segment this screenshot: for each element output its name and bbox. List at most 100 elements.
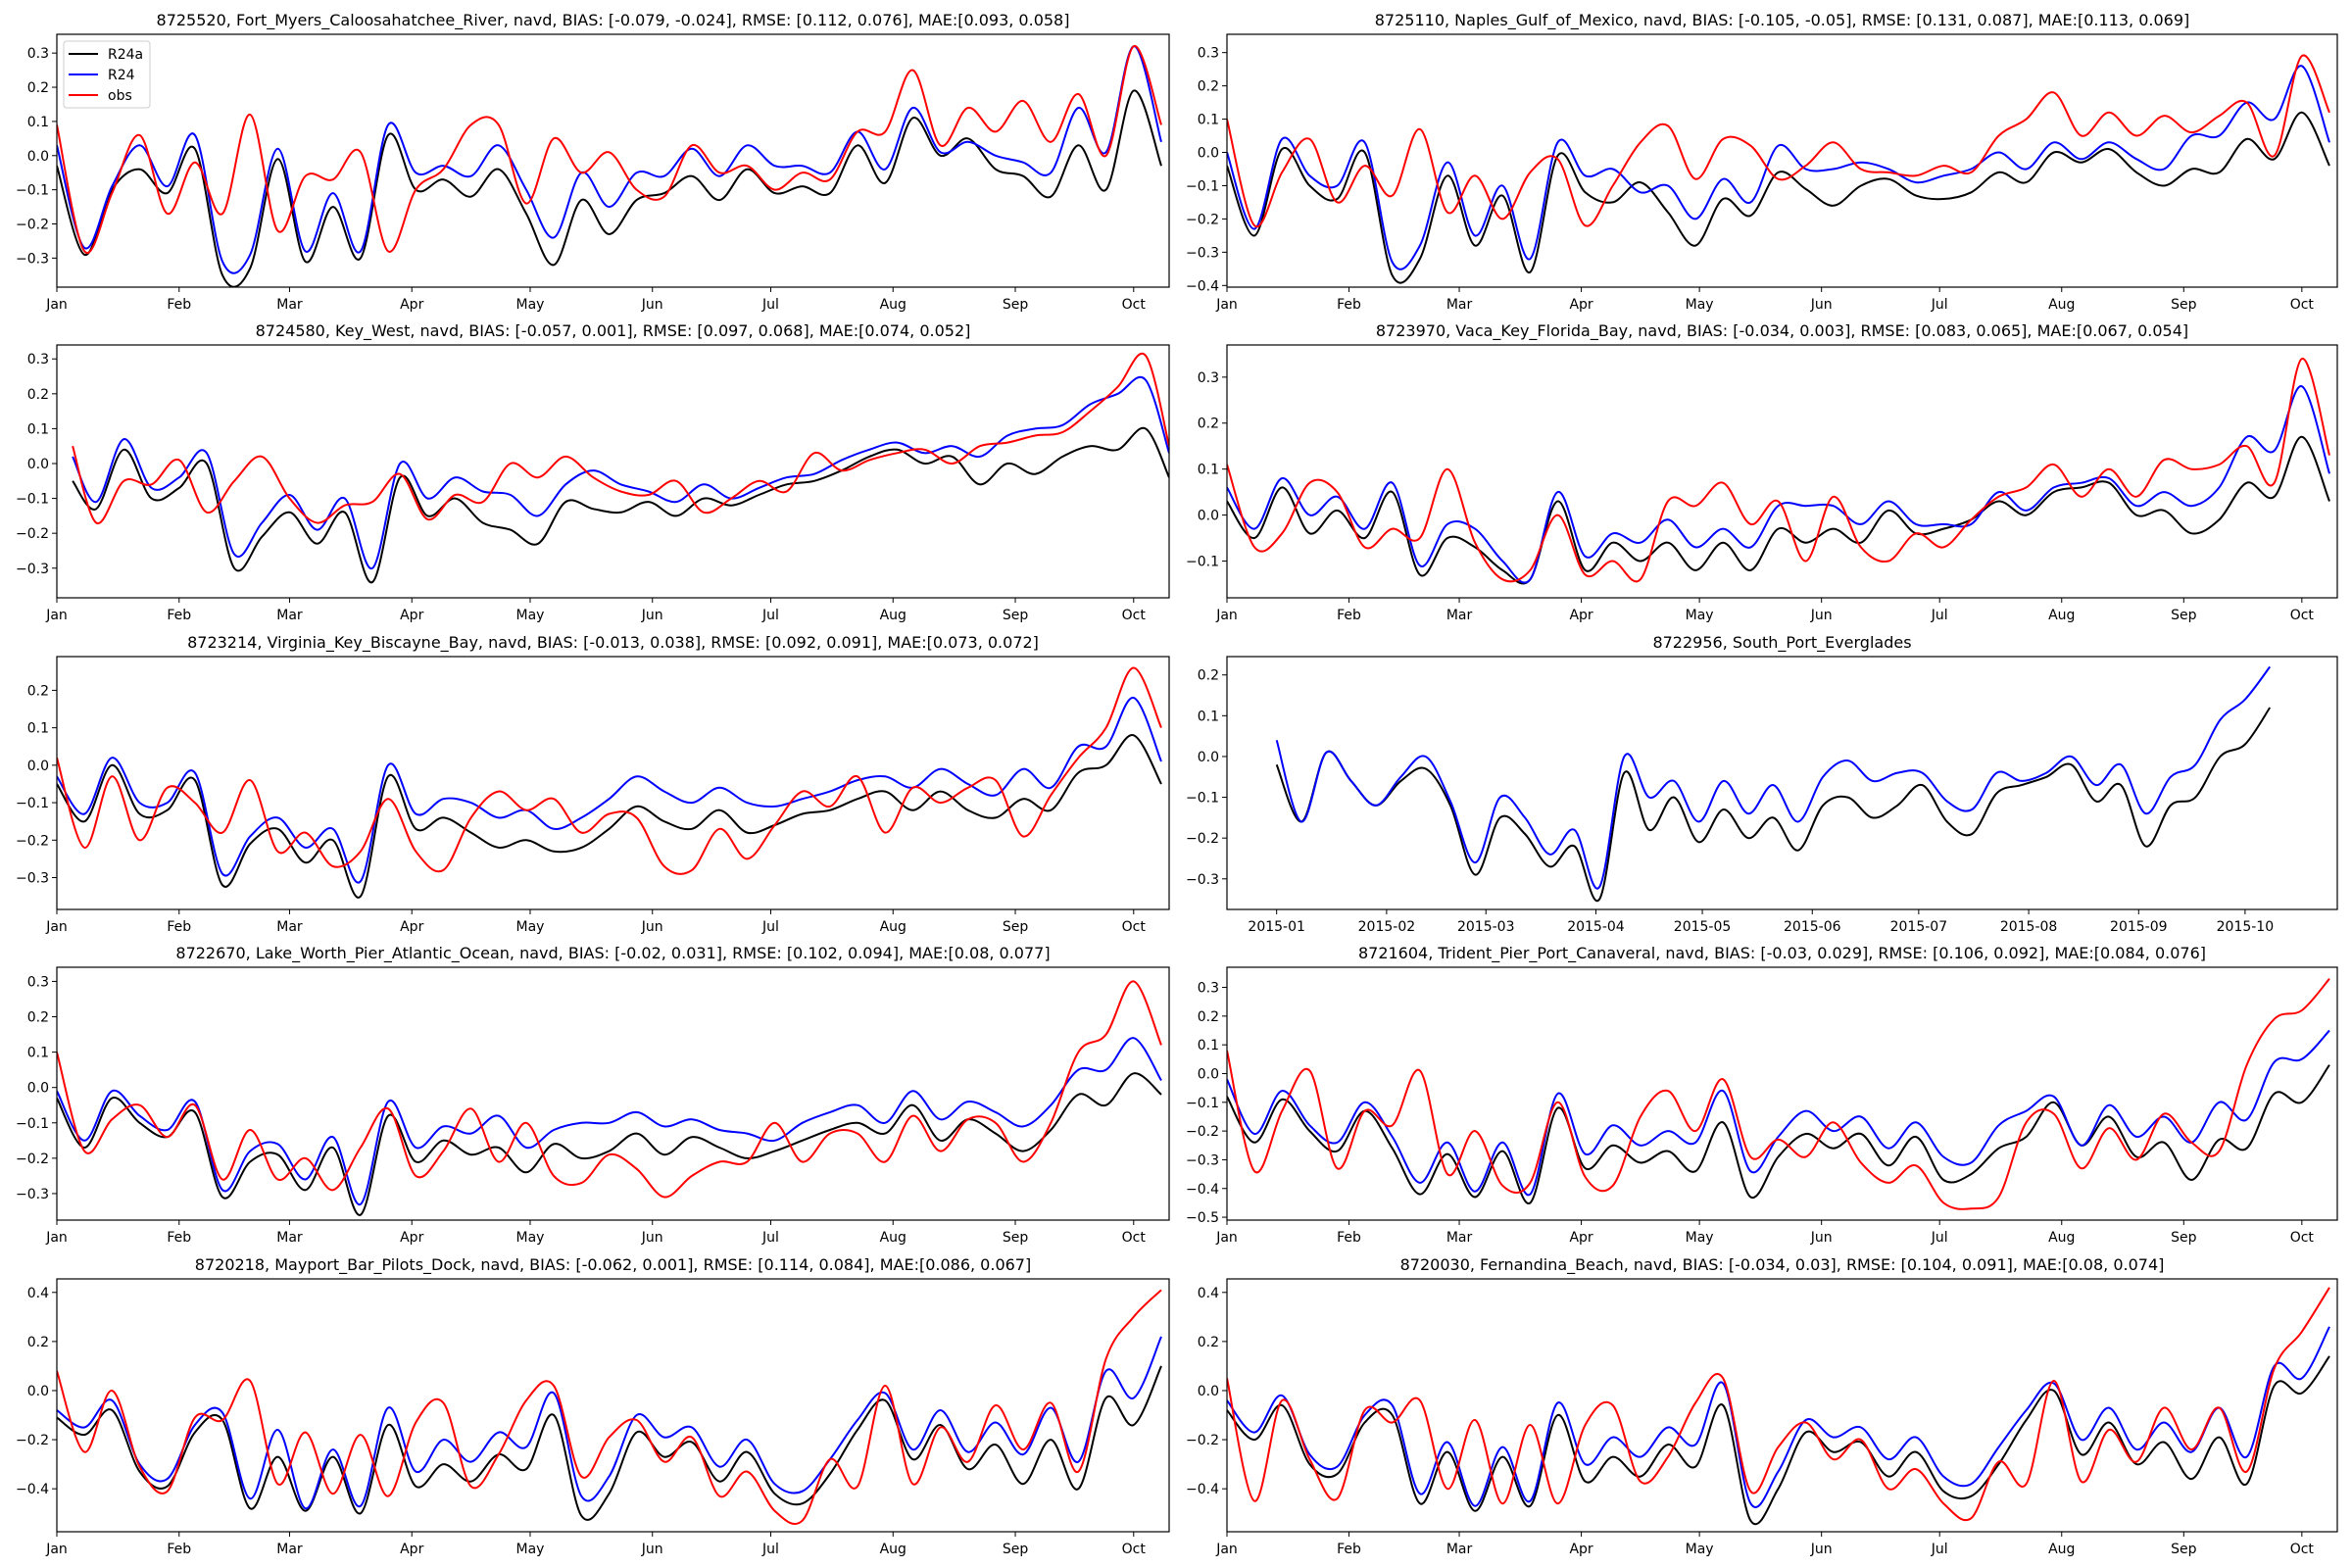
x-tick-label: Jan <box>45 1542 68 1557</box>
x-tick-label: Apr <box>1569 297 1592 313</box>
y-tick-label: 0.3 <box>27 974 49 990</box>
x-tick-label: Mar <box>1446 297 1473 313</box>
y-tick-label: −0.2 <box>16 1433 49 1448</box>
x-tick-label: 2015-06 <box>1784 919 1841 935</box>
y-tick-label: −0.3 <box>16 871 49 887</box>
y-tick-label: −0.3 <box>1186 1152 1219 1168</box>
x-tick-label: 2015-09 <box>2110 919 2168 935</box>
y-tick-label: −0.3 <box>16 251 49 267</box>
x-tick-label: Jan <box>45 919 68 935</box>
series-line-r24a <box>57 89 1162 287</box>
legend-label: obs <box>108 88 132 104</box>
x-tick-label: Aug <box>880 919 906 935</box>
y-tick-label: −0.1 <box>16 796 49 811</box>
legend-label: R24 <box>108 68 135 83</box>
series-line-r24 <box>1227 1326 2330 1508</box>
panel-title: 8723970, Vaca_Key_Florida_Bay, navd, BIA… <box>1376 321 2188 341</box>
x-tick-label: Aug <box>880 1230 906 1246</box>
x-tick-label: Mar <box>276 1230 303 1246</box>
legend: R24a R24 obs <box>63 40 151 109</box>
axes-frame <box>1226 656 2338 910</box>
y-tick-label: −0.1 <box>1186 1096 1219 1111</box>
y-tick-label: 0.2 <box>1198 668 1219 684</box>
x-tick-label: Oct <box>2290 297 2315 313</box>
axes-frame <box>1226 1278 2338 1533</box>
x-tick-label: May <box>516 1230 545 1246</box>
x-tick-label: Oct <box>1122 1542 1147 1557</box>
panel-7: 8721604, Trident_Pier_Port_Canaveral, na… <box>1186 944 2338 1246</box>
y-tick-label: 0.0 <box>1198 509 1219 524</box>
y-tick-label: −0.1 <box>16 492 49 508</box>
y-tick-label: 0.1 <box>27 115 49 130</box>
x-tick-label: Sep <box>2171 608 2197 623</box>
y-tick-label: −0.2 <box>1186 1433 1219 1448</box>
x-tick-label: 2015-02 <box>1358 919 1416 935</box>
y-tick-label: −0.2 <box>1186 1124 1219 1140</box>
series-line-obs <box>57 666 1162 875</box>
y-tick-label: −0.2 <box>1186 831 1219 847</box>
series-line-r24a <box>1227 1064 2330 1204</box>
y-tick-label: 0.4 <box>1198 1286 1219 1301</box>
axes-frame <box>56 1278 1170 1533</box>
axes-frame <box>1226 344 2338 599</box>
y-tick-label: −0.1 <box>16 183 49 199</box>
y-tick-label: 0.0 <box>27 1081 49 1097</box>
x-tick-label: 2015-04 <box>1567 919 1625 935</box>
x-tick-label: Mar <box>276 1542 303 1557</box>
x-tick-label: Jun <box>641 1542 663 1557</box>
y-tick-label: −0.1 <box>1186 791 1219 807</box>
x-tick-label: Feb <box>1337 608 1361 623</box>
y-tick-label: 0.1 <box>27 421 49 437</box>
panel-title: 8722956, South_Port_Everglades <box>1652 633 1911 653</box>
y-tick-label: 0.3 <box>27 352 49 368</box>
y-tick-label: 0.2 <box>1198 79 1219 95</box>
y-tick-label: −0.2 <box>16 1152 49 1167</box>
y-tick-label: 0.2 <box>27 387 49 403</box>
x-tick-label: Jan <box>1215 297 1238 313</box>
y-tick-label: 0.0 <box>27 149 49 165</box>
axes-frame <box>56 966 1170 1221</box>
panel-5: 8722956, South_Port_Everglades −0.3 −0.2 −0… <box>1186 633 2338 935</box>
x-tick-label: Mar <box>276 919 303 935</box>
series-line-r24a <box>57 1365 1162 1521</box>
x-tick-label: Feb <box>1337 1542 1361 1557</box>
x-tick-label: 2015-03 <box>1457 919 1515 935</box>
y-tick-label: −0.2 <box>1186 212 1219 227</box>
series-line-r24 <box>1275 665 2272 890</box>
y-tick-label: 0.2 <box>1198 1335 1219 1350</box>
axes-frame <box>1226 966 2338 1221</box>
y-tick-label: 0.3 <box>1198 981 1219 997</box>
series-line-r24 <box>57 1037 1162 1205</box>
y-tick-label: 0.0 <box>1198 750 1219 765</box>
series-line-obs <box>1227 978 2330 1210</box>
y-tick-label: 0.0 <box>27 457 49 472</box>
y-tick-label: 0.2 <box>27 1010 49 1026</box>
x-tick-label: Jun <box>641 919 663 935</box>
panel-8: 8720218, Mayport_Bar_Pilots_Dock, navd, … <box>16 1255 1170 1557</box>
x-tick-label: Jul <box>761 919 779 935</box>
y-tick-label: 0.2 <box>27 80 49 96</box>
series-line-r24 <box>1227 385 2330 584</box>
x-tick-label: Oct <box>1122 608 1147 623</box>
x-tick-label: Jan <box>45 1230 68 1246</box>
y-tick-label: 0.0 <box>27 759 49 774</box>
x-tick-label: Apr <box>1569 608 1592 623</box>
x-tick-label: Jun <box>641 297 663 313</box>
panel-title: 8723214, Virginia_Key_Biscayne_Bay, navd… <box>187 633 1039 653</box>
x-tick-label: Jan <box>45 608 68 623</box>
x-tick-label: Jun <box>1810 297 1833 313</box>
y-tick-label: −0.3 <box>1186 872 1219 888</box>
axes-frame <box>56 656 1170 910</box>
x-tick-label: May <box>1686 608 1714 623</box>
panel-9: 8720030, Fernandina_Beach, navd, BIAS: [… <box>1186 1255 2338 1557</box>
x-tick-label: Aug <box>2048 297 2075 313</box>
y-tick-label: −0.5 <box>1186 1210 1219 1226</box>
x-tick-label: May <box>516 608 545 623</box>
series-line-obs <box>1227 358 2330 583</box>
x-tick-label: Feb <box>167 919 191 935</box>
x-tick-label: 2015-08 <box>2000 919 2058 935</box>
y-tick-label: 0.3 <box>1198 370 1219 386</box>
x-tick-label: Oct <box>1122 1230 1147 1246</box>
x-tick-label: May <box>1686 1542 1714 1557</box>
y-tick-label: 0.0 <box>1198 146 1219 162</box>
